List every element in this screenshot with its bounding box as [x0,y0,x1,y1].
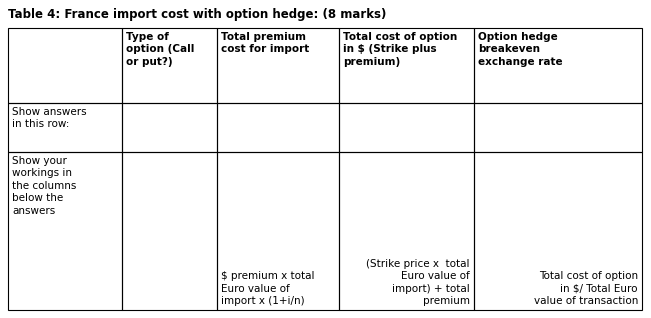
Text: Total cost of option
in $/ Total Euro
value of transaction: Total cost of option in $/ Total Euro va… [534,271,638,306]
Bar [474,28,642,103]
Bar [474,152,642,310]
Bar [122,103,217,152]
Text: Option hedge
breakeven
exchange rate: Option hedge breakeven exchange rate [478,32,562,67]
Bar [8,152,122,310]
Text: Type of
option (Call
or put?): Type of option (Call or put?) [126,32,195,67]
Text: (Strike price x  total
Euro value of
import) + total
premium: (Strike price x total Euro value of impo… [367,259,470,306]
Text: Table 4: France import cost with option hedge: (8 marks): Table 4: France import cost with option … [8,8,387,21]
Bar [122,152,217,310]
Bar [474,103,642,152]
Text: Show answers
in this row:: Show answers in this row: [12,107,87,129]
Bar [339,28,474,103]
Bar [217,103,339,152]
Text: $ premium x total
Euro value of
import x (1+i/n): $ premium x total Euro value of import x… [221,271,314,306]
Bar [8,103,122,152]
Text: Total premium
cost for import: Total premium cost for import [221,32,309,54]
Bar [339,152,474,310]
Bar [122,28,217,103]
Text: Total cost of option
in $ (Strike plus
premium): Total cost of option in $ (Strike plus p… [343,32,457,67]
Bar [217,152,339,310]
Bar [8,28,122,103]
Text: Show your
workings in
the columns
below the
answers: Show your workings in the columns below … [12,156,76,216]
Bar [339,103,474,152]
Bar [217,28,339,103]
